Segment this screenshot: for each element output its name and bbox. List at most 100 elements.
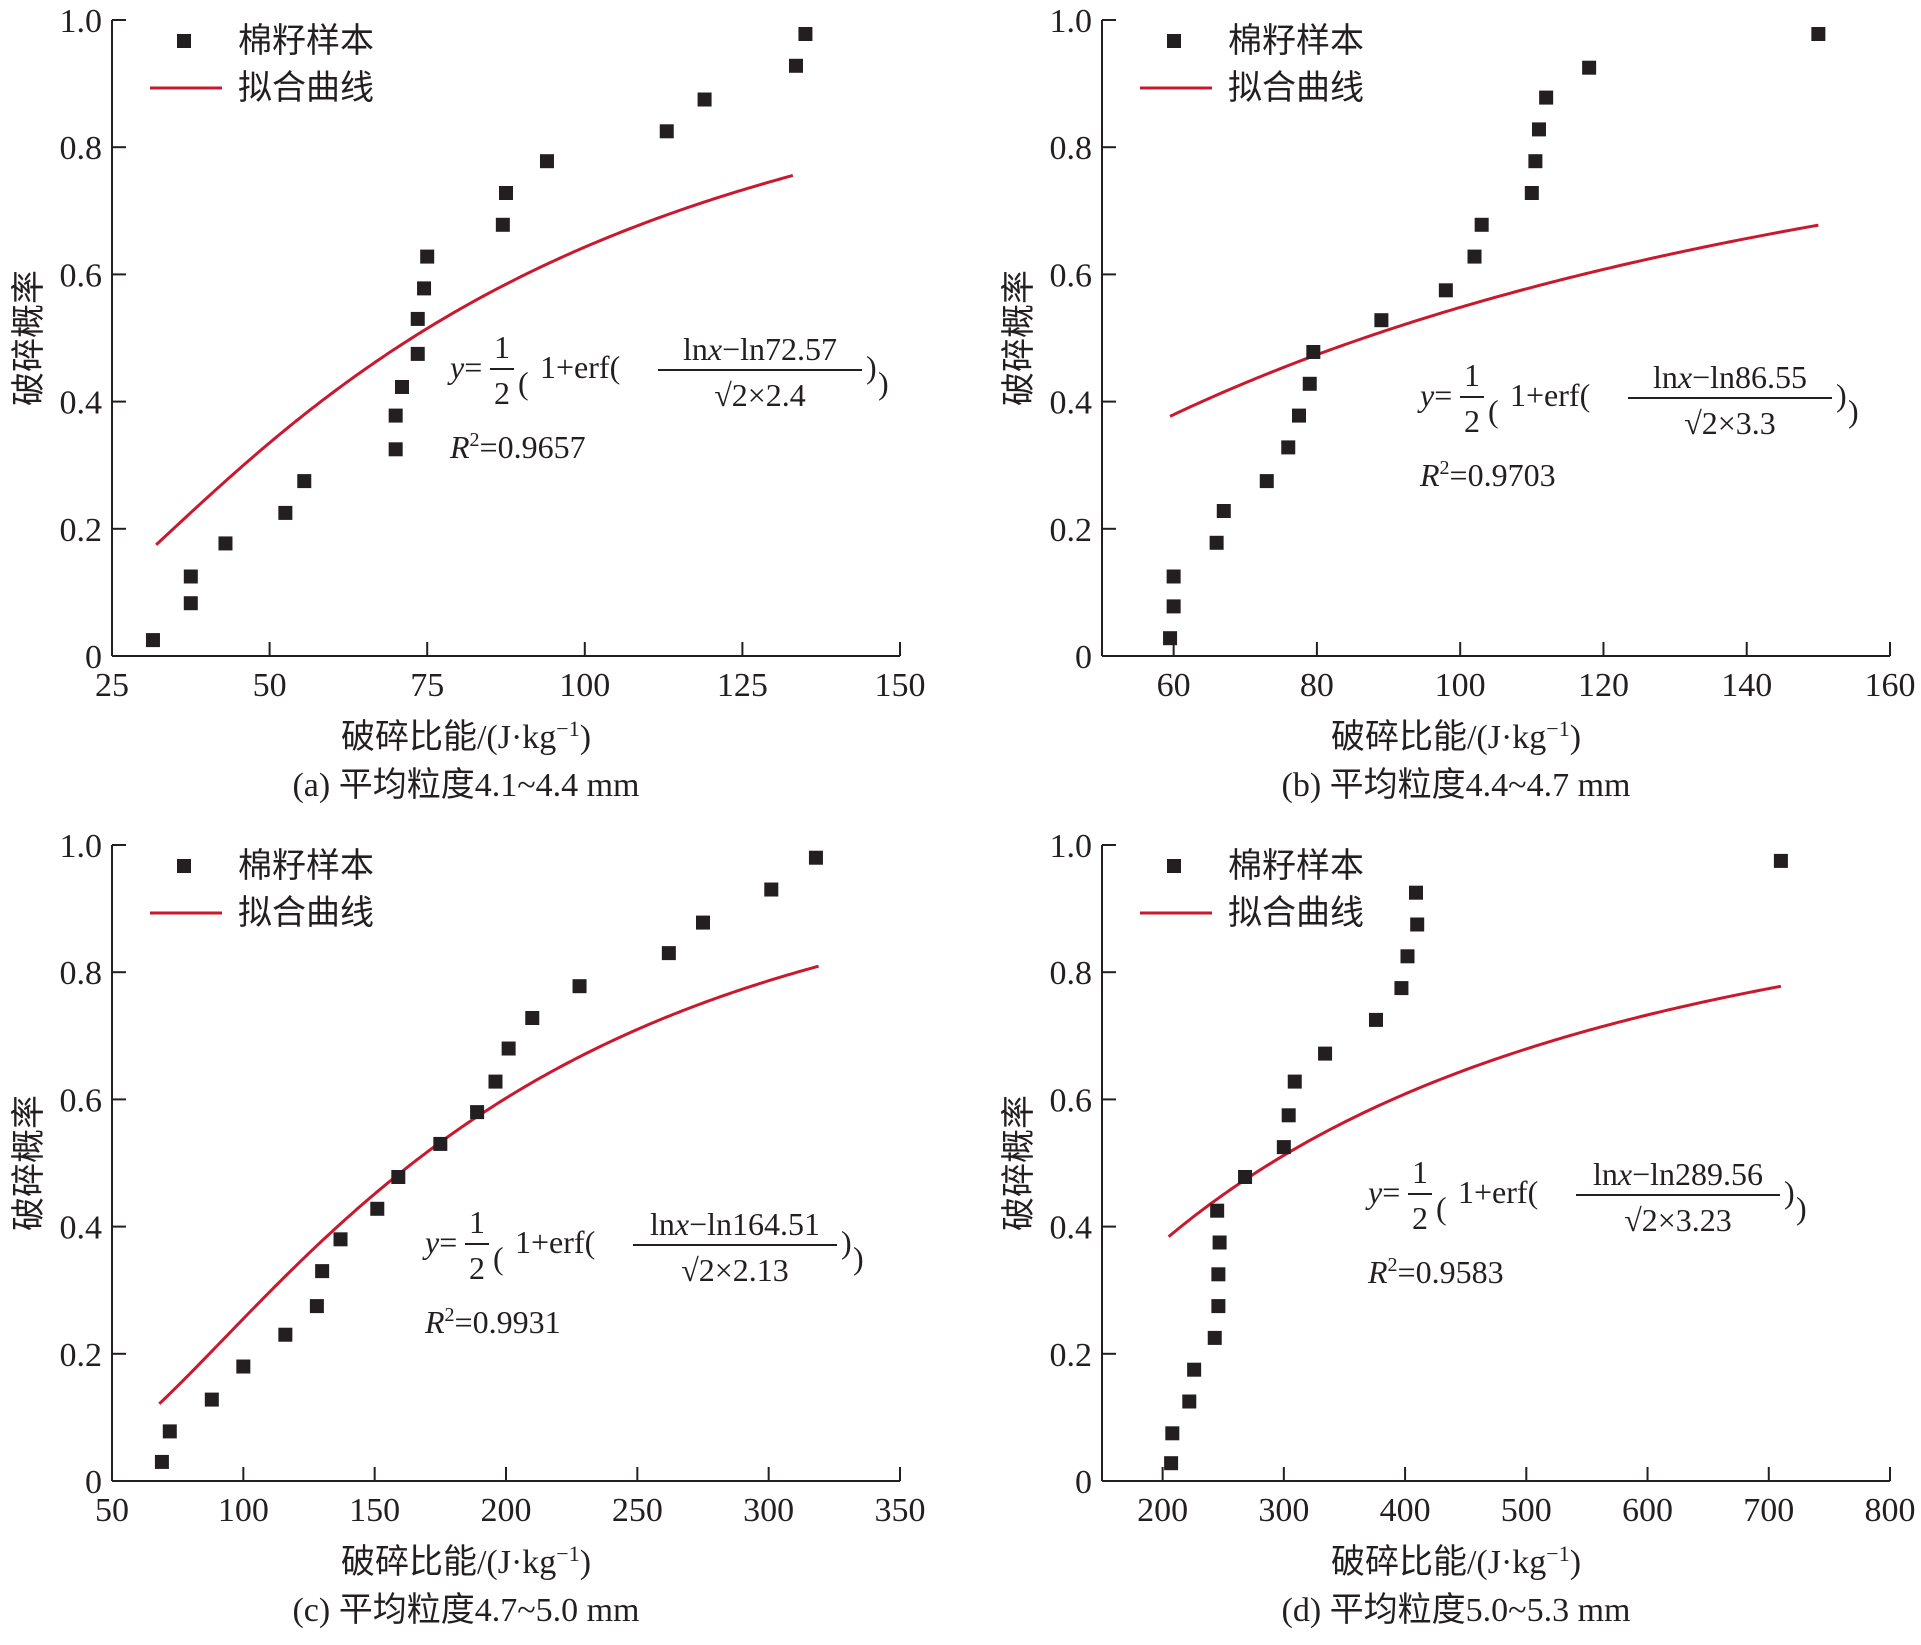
x-axis-title-sup: −1 [1546,1541,1569,1566]
panel-caption: (c) 平均粒度4.7~5.0 mm [292,1591,639,1629]
y-tick-label: 0.6 [60,1082,103,1119]
chart-panel-c: 0 0.2 0.4 0.6 0.8 1.0 50 100 150 200 250 300 350 破碎概率… [0,825,960,1645]
data-point [410,346,425,361]
y-tick-label: 0 [1075,639,1092,676]
x-axis-title: 破碎比能/(J·kg−1) [1331,716,1581,756]
y-tick-label: 1.0 [60,3,103,40]
x-tick-label: 140 [1721,667,1772,704]
data-point [764,882,779,897]
fit-curve-line [1169,223,1819,418]
equation-var-y: y [1365,1174,1383,1210]
data-point [499,185,513,200]
data-point [501,1041,516,1056]
chart-svg: 0 0.2 0.4 0.6 0.8 1.0 200 300 400 500 600 700 800 破碎概… [1000,828,1916,1629]
r-squared: R2=0.9583 [1367,1254,1504,1290]
data-point [388,442,403,457]
x-axis-title: 破碎比能/(J·kg−1) [1331,1541,1581,1581]
fit-curve-line [1167,984,1782,1238]
y-tick-label: 0.2 [60,1337,103,1374]
r-squared-R: R [1367,1254,1388,1290]
r-squared: R2=0.9703 [1419,457,1556,493]
y-tick-label: 0.2 [1050,1337,1093,1374]
x-axis-title-tail: ) [580,1544,591,1581]
x-tick-label: 250 [612,1492,663,1529]
data-point [788,58,803,73]
x-axis-title-main: 破碎比能/(J·kg [341,718,556,756]
equation-half-num: 1 [469,1204,485,1240]
legend-label-points: 棉籽样本 [238,847,374,885]
equation-paren-right: ) [1848,393,1859,429]
y-axis-title: 破碎概率 [1000,270,1038,406]
data-point [1292,408,1306,423]
data-point [1306,344,1321,359]
data-point [278,505,293,520]
x-tick-label: 60 [1157,667,1191,704]
data-point [388,408,403,423]
chart-panel-d: 0 0.2 0.4 0.6 0.8 1.0 200 300 400 500 600 700 800 破碎概… [990,825,1921,1645]
y-tick-label: 1.0 [1050,828,1093,865]
data-point [1207,1330,1222,1345]
panel-caption: (a) 平均粒度4.1~4.4 mm [292,766,639,804]
panel-caption: (b) 平均粒度4.4~4.7 mm [1282,766,1631,804]
equation-paren-left: ( [518,365,529,401]
x-tick-label: 100 [218,1492,269,1529]
panel-caption: (d) 平均粒度5.0~5.3 mm [1282,1591,1631,1629]
chart-panel-a: 0 0.2 0.4 0.6 0.8 1.0 25 50 75 100 125 150 破碎概率 破碎比能/… [0,0,960,820]
data-point [1281,440,1296,455]
data-point [1368,1012,1383,1027]
data-point [154,1454,169,1469]
data-point [1410,917,1425,932]
y-tick-label: 0.6 [1050,1082,1093,1119]
x-tick-label: 25 [95,667,129,704]
y-tick-label: 0.4 [1050,1210,1093,1247]
x-tick-label: 150 [875,667,926,704]
x-tick-label: 100 [559,667,610,704]
equation-half-num: 1 [1464,357,1480,393]
fit-equation: y=12(1+erf(lnx−ln72.57√2×2.4))R2=0.9657 [447,329,889,465]
equation-half-den: 2 [469,1250,485,1286]
fit-curve [155,174,794,546]
equation-denominator: √2×3.23 [1624,1202,1732,1238]
equation-var-y: y [447,349,465,385]
data-point [1528,154,1543,169]
legend-label-points: 棉籽样本 [238,22,374,60]
x-axis-title-tail: ) [580,719,591,756]
data-point [145,633,160,648]
data-point [539,154,554,169]
equation-close: ) [1836,377,1847,413]
data-point [1212,1235,1227,1250]
equation-equals: = [1434,377,1452,413]
legend-label-line: 拟合曲线 [1228,894,1364,932]
equation-half-num: 1 [1412,1154,1428,1190]
y-tick-label: 1.0 [60,828,103,865]
x-tick-label: 500 [1501,1492,1552,1529]
data-point [1474,217,1489,232]
equation-pre: 1+erf( [1458,1174,1538,1210]
data-point [1531,122,1546,137]
x-axis-title-main: 破碎比能/(J·kg [1331,718,1546,756]
equation-denominator: √2×2.4 [714,377,806,413]
data-point [391,1169,406,1184]
x-tick-label: 300 [1258,1492,1309,1529]
y-tick-label: 1.0 [1050,3,1093,40]
y-tick-label: 0 [85,1464,102,1501]
r-squared-value: =0.9583 [1398,1254,1504,1290]
data-point [410,311,425,326]
y-tick-label: 0.4 [1050,385,1093,422]
equation-lhs: y= [422,1224,457,1260]
chart-panel-b: 0 0.2 0.4 0.6 0.8 1.0 60 80 100 120 140 160 破碎概率 破碎比能… [990,0,1921,820]
equation-paren-right: ) [878,365,889,401]
legend-point-marker [1167,859,1181,873]
y-tick-label: 0 [1075,1464,1092,1501]
data-point [420,249,435,264]
data-point [808,850,823,865]
y-tick-label: 0 [85,639,102,676]
equation-lhs: y= [1417,377,1452,413]
x-axis-title-sup: −1 [556,1541,579,1566]
data-point [297,474,312,489]
data-point [370,1201,385,1216]
